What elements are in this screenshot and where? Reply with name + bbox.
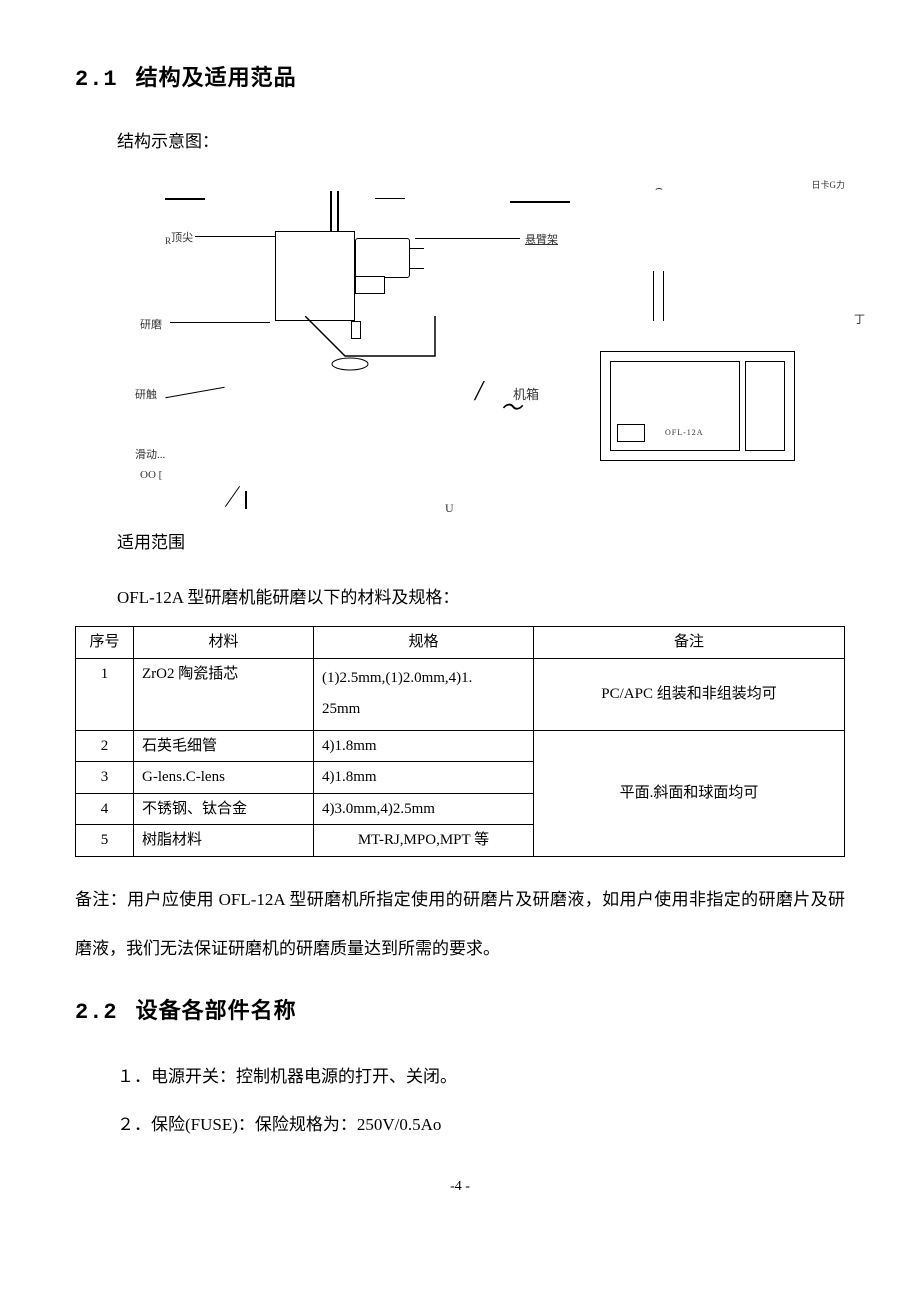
cell-mat: G-lens.C-lens (134, 762, 314, 794)
cell-mat: 不锈钢、钛合金 (134, 793, 314, 825)
section-22-heading: 2.2 设备各部件名称 (75, 993, 845, 1025)
table-row: 2 石英毛细管 4)1.8mm 平面.斜面和球面均可 (76, 730, 845, 762)
diagram-label-yanchu: 研触 (135, 386, 157, 402)
table-footnote: 备注：用户应使用 OFL-12A 型研磨机所指定使用的研磨片及研磨液，如用户使用… (75, 875, 845, 974)
scope-label: 适用范围 (117, 521, 845, 565)
section-21-heading: 2.1 结构及适用范品 (75, 60, 845, 92)
scope-sentence: OFL-12A 型研磨机能研磨以下的材料及规格： (117, 583, 845, 608)
cell-spec: 4)1.8mm (314, 730, 534, 762)
diagram-label-slide: 滑动... (135, 446, 165, 462)
diagram-wedge-svg (305, 316, 445, 376)
th-spec: 规格 (314, 627, 534, 659)
cell-note-merged: 平面.斜面和球面均可 (534, 730, 845, 856)
cell-num: 5 (76, 825, 134, 857)
diagram-slash: / (475, 376, 483, 408)
section-22-title: 设备各部件名称 (136, 998, 297, 1023)
table-header-row: 序号 材料 规格 备注 (76, 627, 845, 659)
materials-table: 序号 材料 规格 备注 1 ZrO2 陶瓷插芯 (1)2.5mm,(1)2.0m… (75, 626, 845, 857)
diagram-label-top: R顶尖 (165, 229, 193, 246)
cell-mat: 树脂材料 (134, 825, 314, 857)
figure-label: 结构示意图： (117, 120, 845, 164)
section-21-title: 结构及适用范品 (136, 65, 297, 90)
cell-spec: 4)1.8mm (314, 762, 534, 794)
part-item-1: １．电源开关：控制机器电源的打开、关闭。 (117, 1053, 845, 1101)
section-22-number: 2.2 (75, 1000, 118, 1025)
th-material: 材料 (134, 627, 314, 659)
structure-diagram: 日卡G力 丁 R顶尖 研磨 研触 滑动... OO [ 悬臂架 OFL-12A … (105, 176, 865, 511)
cell-spec: (1)2.5mm,(1)2.0mm,4)1.25mm (314, 658, 534, 730)
cell-num: 4 (76, 793, 134, 825)
diagram-label-topright: 日卡G力 (812, 178, 846, 191)
diagram-label-ding: 丁 (854, 311, 865, 327)
cell-note: PC/APC 组装和非组装均可 (534, 658, 845, 730)
cell-spec: MT-RJ,MPO,MPT 等 (314, 825, 534, 857)
cell-num: 1 (76, 658, 134, 730)
diagram-label-arm: 悬臂架 (525, 231, 558, 247)
th-number: 序号 (76, 627, 134, 659)
table-row: 1 ZrO2 陶瓷插芯 (1)2.5mm,(1)2.0mm,4)1.25mm P… (76, 658, 845, 730)
th-note: 备注 (534, 627, 845, 659)
diagram-tilde: ～ (500, 390, 522, 422)
section-21-number: 2.1 (75, 67, 118, 92)
cell-num: 3 (76, 762, 134, 794)
cell-mat: ZrO2 陶瓷插芯 (134, 658, 314, 730)
diagram-label-oo: OO [ (140, 469, 162, 481)
cell-spec: 4)3.0mm,4)2.5mm (314, 793, 534, 825)
cell-mat: 石英毛细管 (134, 730, 314, 762)
diagram-label-yanju: 研磨 (140, 316, 162, 332)
cell-num: 2 (76, 730, 134, 762)
page-number: -4 - (75, 1179, 845, 1195)
part-item-2: ２．保险(FUSE)：保险规格为：250V/0.5Ao (117, 1101, 845, 1149)
diagram-label-u: U (445, 501, 454, 516)
